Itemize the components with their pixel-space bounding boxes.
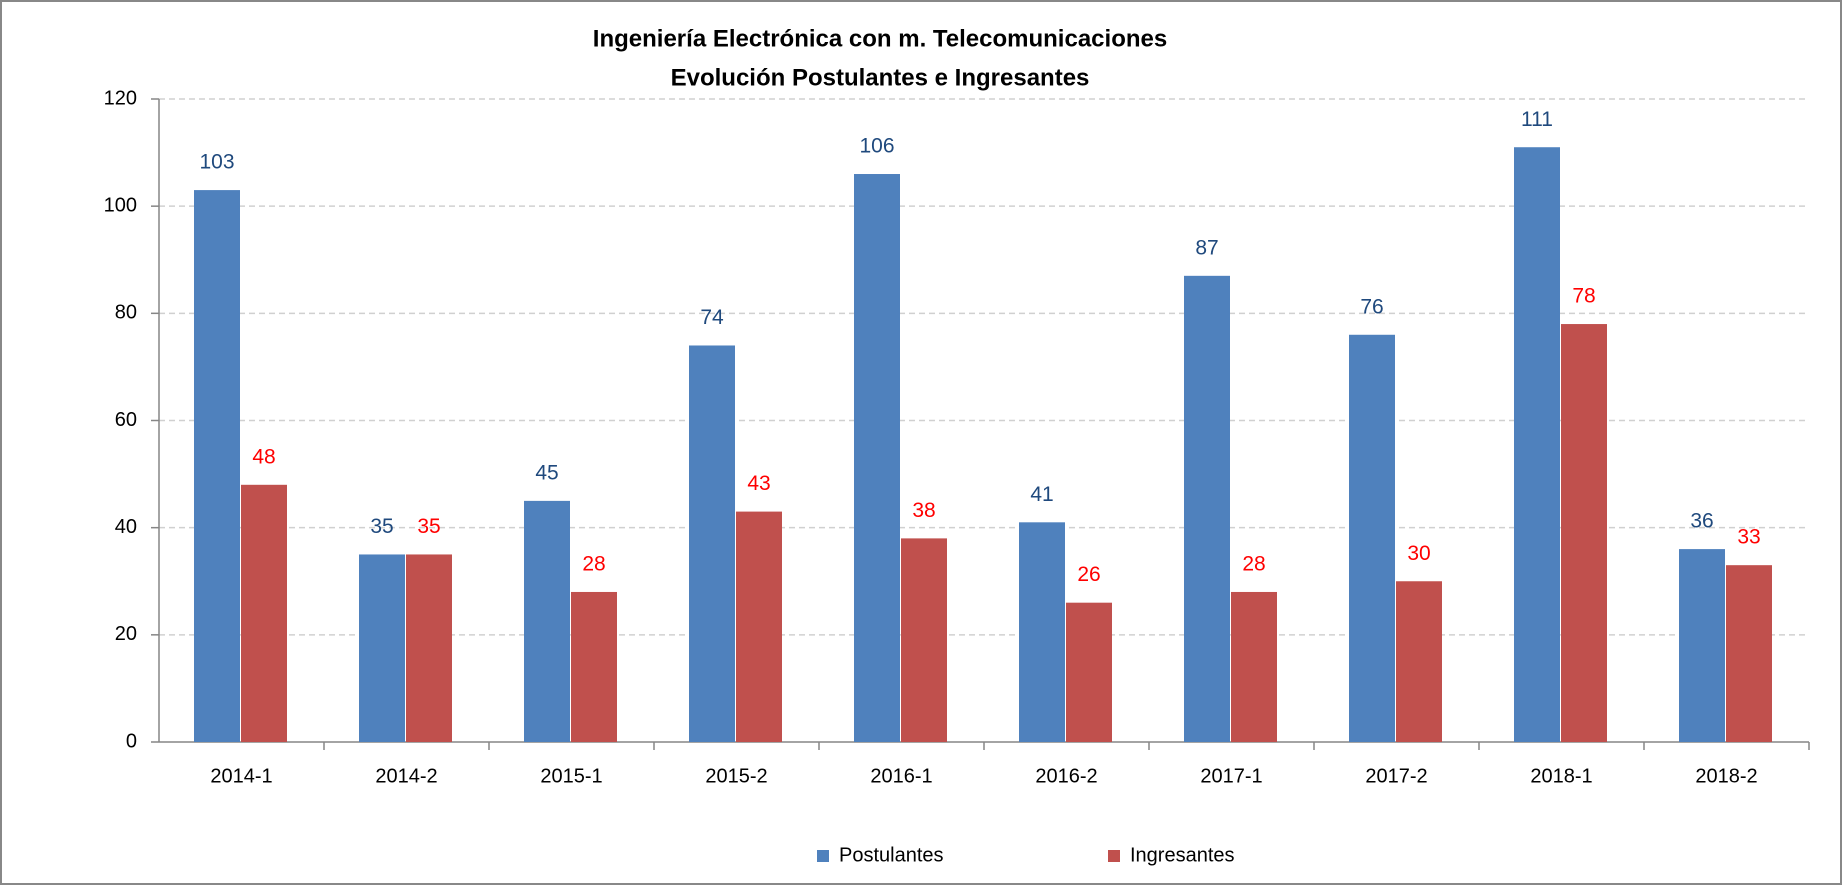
data-label: 35 [417,515,440,538]
data-label: 33 [1737,526,1760,549]
y-tick-label: 100 [104,194,137,216]
y-tick-label: 0 [126,730,137,752]
chart-title: Ingeniería Electrónica con m. Telecomuni… [593,25,1167,52]
bar [736,511,782,742]
bar [1561,324,1607,742]
x-tick-label: 2017-1 [1200,765,1262,787]
bar [1679,549,1725,742]
bar [406,554,452,742]
chart-subtitle: Evolución Postulantes e Ingresantes [671,64,1090,91]
bar [1184,275,1230,742]
data-label: 43 [747,472,770,495]
bar [359,554,405,742]
bar [901,538,947,742]
x-tick-label: 2018-2 [1695,765,1757,787]
data-label: 28 [582,553,605,576]
data-label: 26 [1077,563,1100,586]
data-label: 76 [1360,295,1383,318]
x-tick-label: 2015-2 [705,765,767,787]
bar [1019,522,1065,742]
data-label: 111 [1521,108,1553,131]
y-tick-label: 20 [115,623,137,645]
bar [854,174,900,742]
bar [571,591,617,742]
x-tick-label: 2017-2 [1365,765,1427,787]
x-tick-label: 2014-1 [210,765,272,787]
data-label: 48 [252,445,275,468]
bar [1396,581,1442,742]
x-tick-label: 2018-1 [1530,765,1592,787]
bar [194,190,240,742]
data-label: 74 [700,306,724,329]
data-label: 78 [1572,285,1595,308]
bar [241,484,287,742]
x-tick-label: 2015-1 [540,765,602,787]
bar [1066,602,1112,742]
data-label: 87 [1195,236,1218,259]
data-label: 106 [859,135,894,158]
data-label: 30 [1407,542,1430,565]
data-label: 38 [912,499,935,522]
bar [1349,334,1395,742]
data-label: 28 [1242,553,1265,576]
bar [524,500,570,742]
bar [1231,591,1277,742]
data-label: 41 [1030,483,1053,506]
legend-swatch [817,850,829,862]
bar [689,345,735,742]
bar [1726,565,1772,742]
legend-swatch [1108,850,1120,862]
data-label: 45 [535,461,558,484]
x-tick-label: 2014-2 [375,765,437,787]
y-tick-label: 60 [115,409,137,431]
data-label: 36 [1690,510,1713,533]
y-tick-label: 40 [115,516,137,538]
data-label: 35 [370,515,393,538]
legend-label: Postulantes [839,844,944,866]
x-tick-label: 2016-2 [1035,765,1097,787]
bar [1514,147,1560,743]
data-label: 103 [199,151,234,174]
y-tick-label: 80 [115,302,137,324]
legend-label: Ingresantes [1130,844,1235,866]
y-tick-label: 120 [104,87,137,109]
x-tick-label: 2016-1 [870,765,932,787]
